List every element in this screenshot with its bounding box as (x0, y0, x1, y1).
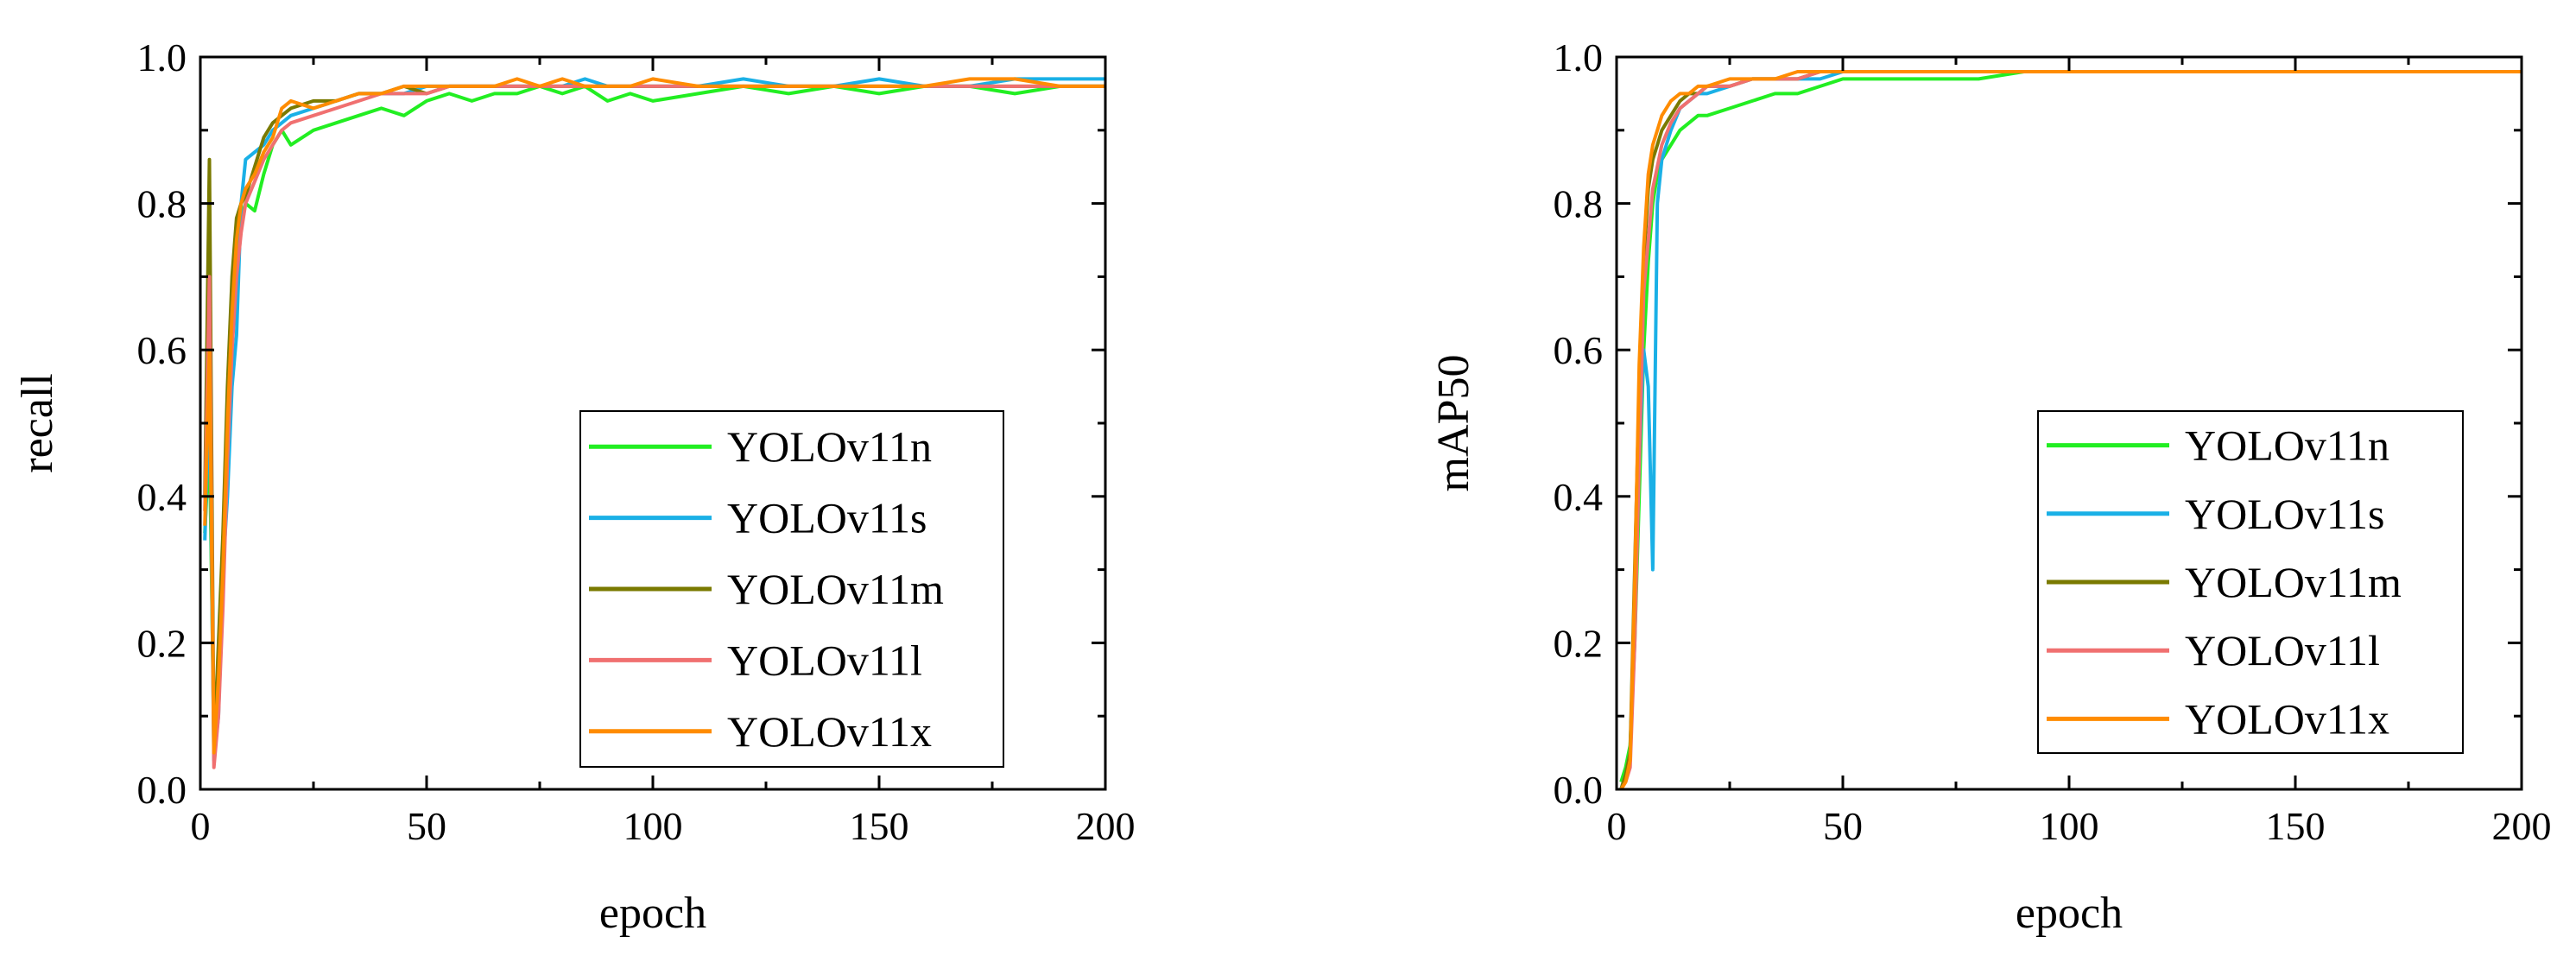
series-group (203, 77, 1105, 769)
x-tick-label: 150 (2266, 804, 2326, 848)
series-line-yolov11x (203, 77, 1105, 755)
y-tick-label: 0.4 (137, 475, 187, 519)
x-tick-label: 150 (850, 804, 909, 848)
y-tick-label: 0.8 (1554, 182, 1604, 226)
y-axis-label: recall (13, 373, 62, 472)
legend-label-yolov11x: YOLOv11x (727, 707, 932, 756)
y-tick-label: 1.0 (137, 35, 187, 79)
map50-chart: 0 50 100 150 200 0.0 0.2 0.4 0.6 0.8 1.0 epoch mAP50… (1429, 35, 2552, 938)
series-group (1619, 70, 2522, 789)
legend-label-yolov11m: YOLOv11m (2185, 558, 2402, 606)
y-tick-label: 0.8 (137, 182, 187, 226)
legend-label-yolov11l: YOLOv11l (2185, 626, 2380, 674)
legend-label-yolov11n: YOLOv11n (2185, 421, 2389, 470)
legend-label-yolov11l: YOLOv11l (727, 636, 922, 684)
x-tick-label: 0 (191, 804, 211, 848)
legend-label-yolov11s: YOLOv11s (727, 494, 927, 542)
x-tick-label: 200 (1076, 804, 1136, 848)
y-tick-label: 0.0 (1554, 768, 1604, 812)
recall-chart: 0 50 100 150 200 0.0 0.2 0.4 0.6 0.8 1.0 epoch recal… (13, 35, 1136, 938)
legend: YOLOv11n YOLOv11s YOLOv11m YOLOv11l YOLOv11x (2037, 410, 2464, 754)
legend-label-yolov11m: YOLOv11m (727, 565, 944, 613)
y-tick-label: 0.0 (137, 768, 187, 812)
x-tick-label: 100 (2040, 804, 2099, 848)
legend-label-yolov11x: YOLOv11x (2185, 694, 2389, 743)
y-tick-label: 0.2 (1554, 621, 1604, 665)
x-tick-label: 100 (623, 804, 683, 848)
y-axis-label: mAP50 (1429, 355, 1478, 492)
y-tick-label: 0.6 (1554, 328, 1604, 372)
legend-label-yolov11s: YOLOv11s (2185, 490, 2384, 538)
y-tick-label: 0.2 (137, 621, 187, 665)
x-axis-label: epoch (2016, 889, 2123, 938)
x-tick-label: 50 (407, 804, 446, 848)
series-line-yolov11x (1619, 70, 2522, 789)
x-axis-label: epoch (599, 889, 706, 938)
y-tick-label: 0.6 (137, 328, 187, 372)
y-tick-label: 1.0 (1554, 35, 1604, 79)
x-tick-label: 50 (1823, 804, 1863, 848)
y-tick-label: 0.4 (1554, 475, 1604, 519)
legend-label-yolov11n: YOLOv11n (727, 422, 932, 471)
x-tick-label: 200 (2492, 804, 2552, 848)
legend: YOLOv11n YOLOv11s YOLOv11m YOLOv11l YOLOv11x (579, 410, 1004, 768)
x-tick-label: 0 (1607, 804, 1627, 848)
